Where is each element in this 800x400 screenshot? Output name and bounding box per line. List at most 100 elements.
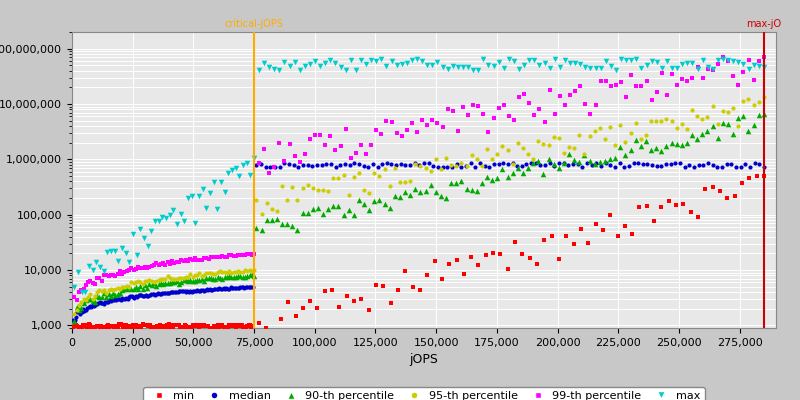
- Point: [158, 290, 171, 296]
- Point: [676, 60, 689, 67]
- Point: [588, 128, 601, 134]
- Point: [213, 285, 226, 291]
- Point: [216, 322, 229, 328]
- Point: [227, 322, 240, 328]
- Point: [154, 280, 167, 286]
- Point: [655, 147, 668, 154]
- Point: [302, 182, 314, 188]
- Point: [350, 67, 362, 74]
- Point: [268, 164, 281, 170]
- Point: [177, 288, 190, 294]
- Point: [605, 83, 618, 89]
- Point: [611, 233, 624, 240]
- Point: [86, 296, 99, 302]
- Point: [114, 321, 127, 328]
- Point: [85, 324, 98, 330]
- Point: [222, 286, 235, 292]
- Point: [289, 313, 302, 319]
- Point: [358, 201, 370, 207]
- Point: [324, 133, 337, 140]
- Point: [639, 132, 652, 138]
- Point: [205, 287, 218, 293]
- Point: [110, 324, 122, 330]
- Point: [193, 270, 206, 276]
- Point: [604, 124, 617, 130]
- Point: [666, 118, 678, 124]
- Point: [624, 130, 637, 136]
- Point: [758, 64, 770, 70]
- Point: [234, 252, 247, 258]
- Point: [134, 323, 146, 329]
- Point: [702, 64, 714, 70]
- Point: [164, 322, 177, 328]
- Point: [111, 296, 124, 302]
- Point: [130, 292, 142, 299]
- Point: [130, 266, 142, 272]
- Point: [242, 284, 255, 290]
- Point: [224, 322, 237, 328]
- Point: [258, 60, 270, 66]
- Point: [147, 325, 160, 331]
- Point: [614, 144, 626, 150]
- Point: [237, 162, 250, 168]
- Point: [214, 286, 227, 292]
- Point: [182, 194, 194, 201]
- Point: [108, 247, 121, 254]
- Point: [211, 254, 224, 260]
- Point: [553, 134, 566, 141]
- Point: [109, 273, 122, 279]
- Point: [226, 166, 238, 173]
- Point: [533, 61, 546, 68]
- Point: [105, 272, 118, 278]
- Point: [624, 147, 637, 154]
- Point: [94, 324, 106, 330]
- Point: [167, 206, 180, 213]
- Point: [145, 324, 158, 331]
- Point: [269, 164, 282, 170]
- Point: [338, 212, 350, 218]
- Point: [241, 284, 254, 290]
- Point: [538, 118, 551, 125]
- Point: [186, 322, 199, 328]
- Point: [747, 102, 760, 109]
- Point: [267, 328, 280, 334]
- Point: [332, 175, 345, 182]
- Point: [255, 211, 268, 217]
- Point: [517, 144, 530, 151]
- Point: [146, 282, 158, 289]
- Point: [90, 259, 103, 266]
- Point: [112, 258, 125, 264]
- Point: [481, 146, 494, 152]
- Point: [717, 56, 730, 63]
- Point: [742, 128, 755, 134]
- Point: [250, 197, 263, 203]
- Point: [627, 160, 640, 166]
- Point: [115, 295, 128, 301]
- Point: [83, 322, 96, 328]
- Point: [246, 323, 259, 329]
- Point: [622, 162, 635, 169]
- Point: [278, 59, 291, 65]
- Point: [72, 309, 85, 316]
- Point: [120, 322, 133, 329]
- Point: [139, 291, 152, 298]
- Point: [507, 117, 520, 123]
- Point: [220, 253, 233, 260]
- Point: [120, 268, 133, 274]
- Point: [574, 226, 587, 232]
- Point: [170, 259, 183, 265]
- Point: [398, 189, 411, 196]
- Point: [416, 58, 429, 64]
- Point: [357, 163, 370, 170]
- Point: [706, 102, 719, 109]
- Point: [413, 162, 426, 168]
- Point: [546, 233, 558, 239]
- Point: [75, 289, 88, 295]
- Point: [434, 193, 447, 200]
- Point: [510, 163, 523, 169]
- Point: [222, 170, 235, 176]
- Point: [625, 72, 638, 78]
- Point: [343, 162, 356, 168]
- Point: [95, 288, 108, 294]
- Point: [230, 324, 242, 330]
